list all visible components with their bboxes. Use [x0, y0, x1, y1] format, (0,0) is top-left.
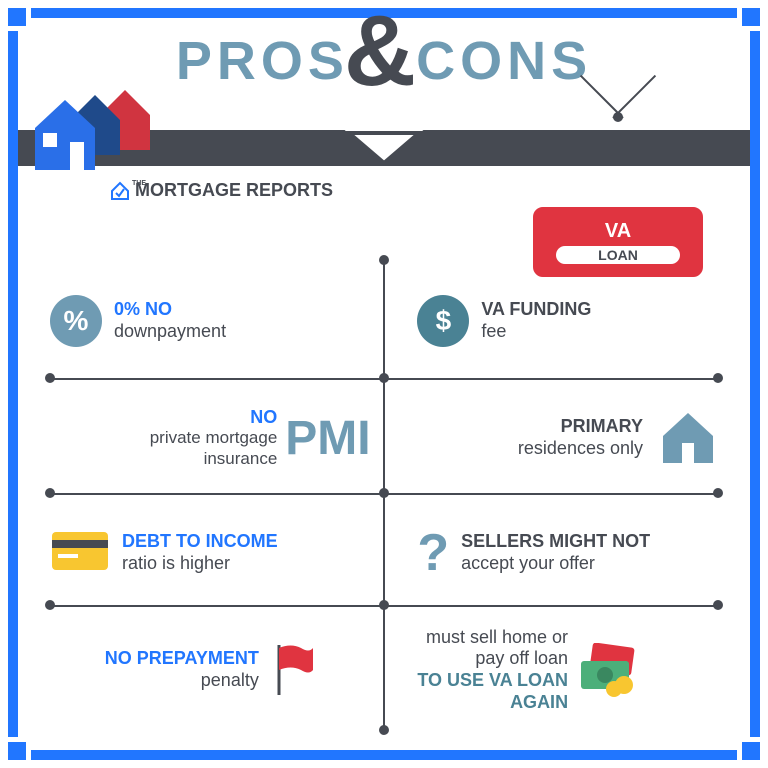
pmi-label: PMI [285, 411, 370, 466]
comparison-grid: % 0% NOdownpayment $ VA FUNDINGfee NOpri… [50, 260, 718, 733]
con-4: must sell home orpay off loanTO USE VA L… [397, 615, 718, 725]
pro-4: NO PREPAYMENTpenalty [50, 615, 371, 725]
percent-icon: % [50, 295, 102, 347]
sign-title: VA [556, 220, 680, 243]
cons-label: CONS [416, 30, 592, 92]
chevron-icon [339, 125, 429, 185]
pros-label: PROS [176, 30, 349, 92]
house-icon [658, 408, 718, 468]
pro-3: DEBT TO INCOMEratio is higher [50, 505, 371, 600]
dollar-icon: $ [417, 295, 469, 347]
brand-logo-icon [110, 181, 130, 201]
con-3: ? SELLERS MIGHT NOTaccept your offer [397, 505, 718, 600]
con-1: $ VA FUNDINGfee [397, 268, 718, 373]
pro-2: NOprivate mortgageinsurance PMI [50, 388, 371, 488]
houses-icon [30, 80, 160, 170]
ampersand: & [344, 26, 421, 76]
title: PROS & CONS [0, 30, 768, 92]
money-icon [576, 643, 641, 698]
brand: THE MORTGAGE REPORTS [110, 180, 333, 201]
sign-sub: LOAN [556, 246, 680, 264]
flag-icon [271, 640, 316, 700]
question-icon: ? [417, 523, 449, 583]
pro-1: % 0% NOdownpayment [50, 268, 371, 373]
sign: VA LOAN [533, 120, 703, 277]
con-2: PRIMARYresidences only [397, 388, 718, 488]
card-icon [50, 530, 110, 575]
